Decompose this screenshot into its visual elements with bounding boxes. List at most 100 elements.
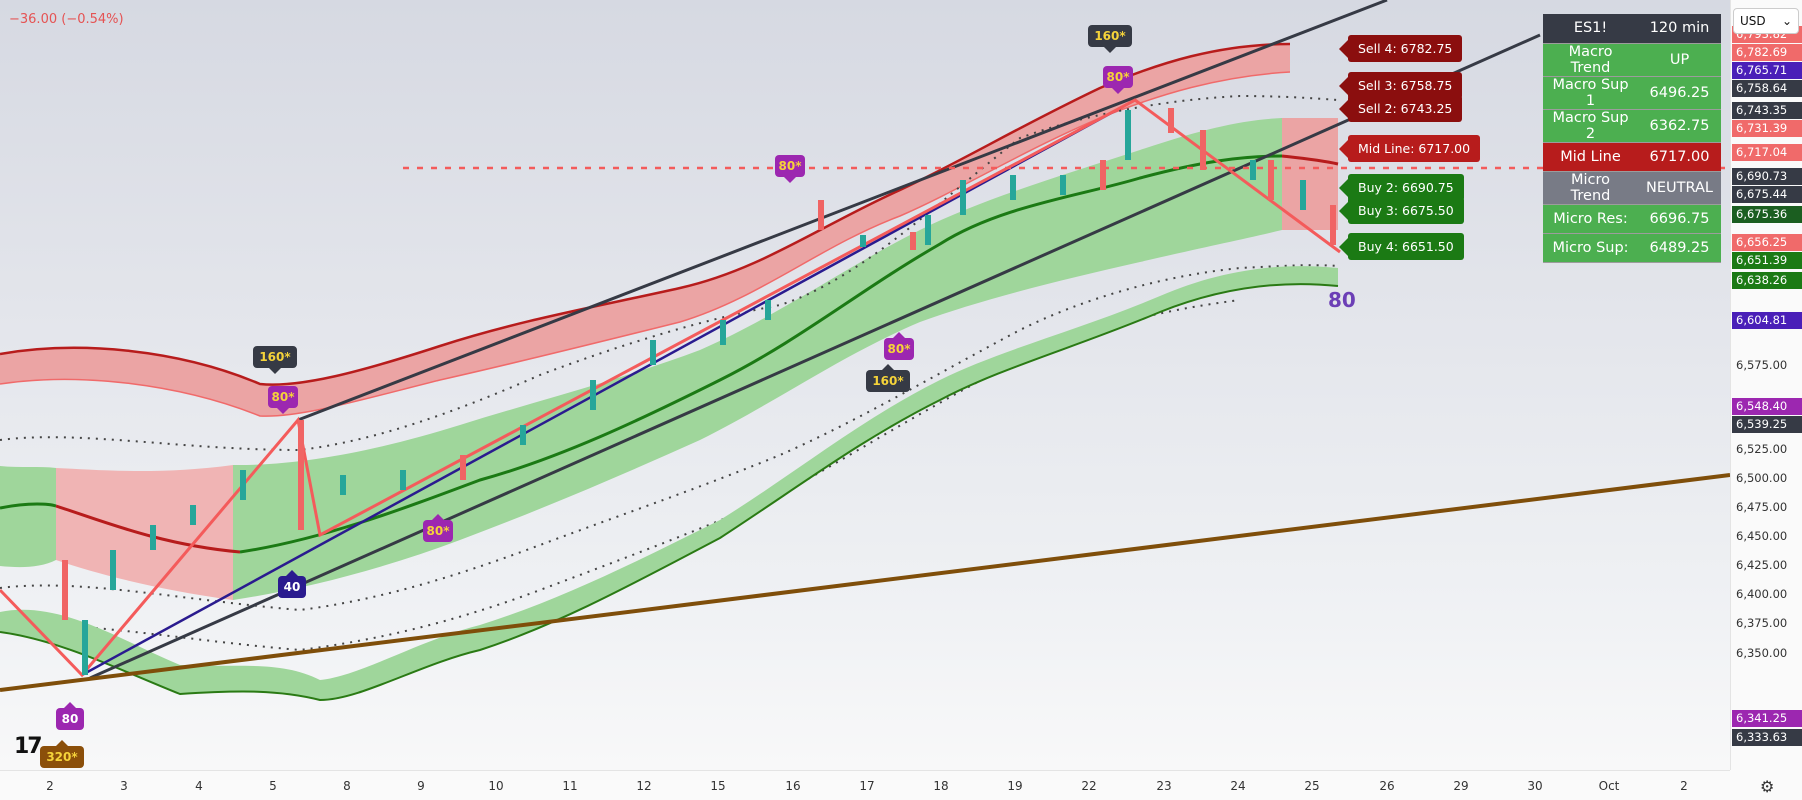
time-tick: 19 bbox=[1007, 779, 1023, 793]
time-tick: 26 bbox=[1379, 779, 1395, 793]
info-table-row: Micro Sup: 6489.25 bbox=[1543, 233, 1721, 263]
price-tick: 6,425.00 bbox=[1736, 558, 1788, 572]
level-tag: Buy 4: 6651.50 bbox=[1339, 233, 1464, 260]
info-value: 6496.25 bbox=[1638, 76, 1721, 110]
level-tag-label: Buy 2: 6690.75 bbox=[1358, 180, 1454, 195]
lower-green-band bbox=[0, 266, 1338, 700]
pivot-bubble: 320* bbox=[40, 740, 84, 768]
level-tag-label: Sell 2: 6743.25 bbox=[1358, 101, 1453, 116]
price-tick: 6,575.00 bbox=[1736, 358, 1788, 372]
annotation-80: 80 bbox=[1328, 288, 1356, 312]
price-tick: 6,350.00 bbox=[1736, 646, 1788, 660]
info-table-row: Micro Trend NEUTRAL bbox=[1543, 171, 1721, 205]
pivot-bubble: 40 bbox=[278, 570, 306, 598]
price-badge: 6,638.26 bbox=[1732, 272, 1802, 289]
pivot-bubble: 80* bbox=[1103, 66, 1133, 94]
symbol-cell: ES1! bbox=[1543, 14, 1639, 44]
pivot-bubble-label: 80* bbox=[271, 390, 295, 404]
pivot-bubble: 160* bbox=[866, 364, 910, 392]
inner-green-band-left bbox=[0, 466, 56, 568]
pivot-bubble: 80* bbox=[268, 386, 298, 414]
pivot-bubble: 80* bbox=[884, 332, 914, 360]
price-badge: 6,333.63 bbox=[1732, 729, 1802, 746]
pivot-bubble-label: 80* bbox=[778, 159, 802, 173]
time-tick: 29 bbox=[1453, 779, 1469, 793]
time-tick: 4 bbox=[195, 779, 203, 793]
info-table-row: Micro Res: 6696.75 bbox=[1543, 204, 1721, 234]
inner-red-band bbox=[56, 465, 233, 600]
price-badge: 6,758.64 bbox=[1732, 80, 1802, 97]
info-table-row: Mid Line 6717.00 bbox=[1543, 142, 1721, 172]
time-tick: 12 bbox=[636, 779, 652, 793]
upper-channel-line bbox=[297, 0, 1388, 422]
level-tag-label: Sell 4: 6782.75 bbox=[1358, 41, 1453, 56]
price-tick: 6,525.00 bbox=[1736, 442, 1788, 456]
pivot-bubble-label: 40 bbox=[283, 580, 301, 594]
pivot-bubble: 80* bbox=[775, 155, 805, 183]
price-badge: 6,539.25 bbox=[1732, 416, 1802, 433]
settings-gear-icon[interactable]: ⚙ bbox=[1760, 777, 1775, 796]
level-tag: Buy 2: 6690.75 bbox=[1339, 174, 1464, 201]
level-tag: Buy 3: 6675.50 bbox=[1339, 197, 1464, 224]
info-value: 6362.75 bbox=[1638, 109, 1721, 143]
currency-select[interactable]: USD ⌄ bbox=[1733, 8, 1799, 34]
pivot-bubble-label: 80* bbox=[1106, 70, 1130, 84]
time-tick: 5 bbox=[269, 779, 277, 793]
level-tag-label: Sell 3: 6758.75 bbox=[1358, 78, 1453, 93]
tradingview-logo[interactable]: 17 bbox=[14, 734, 43, 759]
chart-canvas[interactable] bbox=[0, 0, 1730, 770]
trend-midline bbox=[0, 502, 57, 510]
price-badge: 6,731.39 bbox=[1732, 120, 1802, 137]
blue-trend-line bbox=[81, 98, 1136, 677]
chevron-down-icon: ⌄ bbox=[1781, 14, 1792, 28]
time-tick: 17 bbox=[859, 779, 875, 793]
time-tick: 3 bbox=[120, 779, 128, 793]
pivot-bubble-label: 160* bbox=[259, 350, 291, 364]
level-tag: Sell 2: 6743.25 bbox=[1338, 95, 1463, 122]
long-term-trendline bbox=[0, 473, 1730, 692]
info-table-row: Macro Trend UP bbox=[1543, 43, 1721, 77]
pivot-bubble-label: 160* bbox=[872, 374, 904, 388]
time-tick: 16 bbox=[785, 779, 801, 793]
time-tick: 11 bbox=[562, 779, 578, 793]
info-key: Macro Trend bbox=[1543, 43, 1639, 77]
upper-red-band bbox=[0, 44, 1290, 417]
inner-red-band-right bbox=[1282, 118, 1338, 230]
info-key: Micro Trend bbox=[1543, 171, 1639, 205]
price-badge: 6,675.36 bbox=[1732, 206, 1802, 223]
price-badge: 6,717.04 bbox=[1732, 144, 1802, 161]
chart-plot-area[interactable]: −36.00 (−0.54%) Sell 4: 6782.75 Sell 3: 6… bbox=[0, 0, 1730, 770]
level-tag-label: Buy 4: 6651.50 bbox=[1358, 239, 1454, 254]
price-badge: 6,765.71 bbox=[1732, 62, 1802, 79]
time-tick: 30 bbox=[1527, 779, 1543, 793]
pivot-bubble: 80* bbox=[423, 514, 453, 542]
price-badge: 6,548.40 bbox=[1732, 398, 1802, 415]
info-value: 6717.00 bbox=[1638, 142, 1721, 172]
time-axis[interactable]: 2 3 4 5 8 9 10 11 12 15 16 17 18 19 22 23 24 25 26 29 30 Oct 2 bbox=[0, 770, 1730, 800]
info-key: Micro Sup: bbox=[1543, 233, 1639, 263]
pivot-bubble: 160* bbox=[253, 346, 297, 374]
level-tag: Sell 4: 6782.75 bbox=[1338, 35, 1463, 62]
lower-channel-line bbox=[89, 33, 1541, 680]
currency-label: USD bbox=[1740, 14, 1766, 28]
info-table-row: Macro Sup 1 6496.25 bbox=[1543, 76, 1721, 110]
candlesticks bbox=[62, 108, 1336, 675]
time-tick: Oct bbox=[1598, 779, 1620, 793]
info-value: 6489.25 bbox=[1638, 233, 1721, 263]
price-tick: 6,375.00 bbox=[1736, 616, 1788, 630]
price-tick: 6,400.00 bbox=[1736, 587, 1788, 601]
pivot-bubble-label: 160* bbox=[1094, 29, 1126, 43]
info-key: Macro Sup 1 bbox=[1543, 76, 1639, 110]
pivot-bubble-label: 80* bbox=[887, 342, 911, 356]
price-scale[interactable]: 6,575.00 6,525.00 6,500.00 6,475.00 6,450.00… bbox=[1730, 0, 1802, 770]
time-tick: 24 bbox=[1230, 779, 1246, 793]
pivot-bubble: 80 bbox=[56, 702, 84, 730]
price-badge: 6,690.73 bbox=[1732, 168, 1802, 185]
info-key: Mid Line bbox=[1543, 142, 1639, 172]
price-change: −36.00 (−0.54%) bbox=[9, 12, 124, 27]
price-tick: 6,450.00 bbox=[1736, 529, 1788, 543]
info-table-row: Macro Sup 2 6362.75 bbox=[1543, 109, 1721, 143]
time-tick: 8 bbox=[343, 779, 351, 793]
time-tick: 9 bbox=[417, 779, 425, 793]
time-tick: 2 bbox=[1680, 779, 1688, 793]
